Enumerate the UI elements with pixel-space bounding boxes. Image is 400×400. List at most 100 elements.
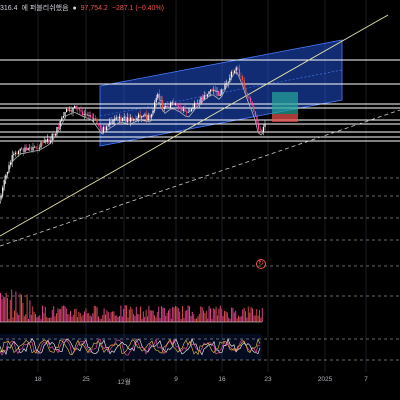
header-last-price: 97,754.2: [80, 5, 108, 12]
volume-bar: [130, 306, 132, 322]
candle-body: [166, 106, 168, 107]
replay-icon[interactable]: ↻: [256, 259, 266, 269]
volume-bar: [238, 315, 239, 322]
candle-body: [37, 148, 39, 149]
volume-bar: [217, 315, 218, 322]
volume-bar: [116, 315, 118, 322]
candle-body: [219, 94, 221, 96]
volume-bar: [240, 316, 242, 322]
candle-body: [211, 89, 213, 91]
volume-bar: [70, 311, 71, 322]
volume-bar: [221, 308, 223, 322]
volume-bar: [113, 311, 115, 322]
volume-bar: [85, 308, 87, 322]
volume-bar: [88, 313, 90, 322]
volume-bar: [40, 318, 42, 322]
trend-line-solid: [0, 14, 389, 237]
candle-body: [238, 69, 240, 77]
candle-body: [53, 133, 55, 136]
candle-body: [243, 80, 245, 89]
candle-body: [184, 109, 186, 112]
volume-bar: [109, 318, 111, 322]
candle-body: [213, 89, 215, 91]
candle-body: [86, 113, 88, 117]
volume-bar: [79, 313, 81, 322]
candle-body: [29, 147, 31, 149]
candle-body: [69, 109, 71, 111]
volume-bar: [133, 314, 134, 322]
volume-bar: [215, 306, 217, 322]
candle-body: [240, 76, 242, 78]
candle-body: [98, 123, 100, 126]
volume-bar: [1, 299, 3, 322]
volume-bar: [170, 318, 172, 322]
candle-body: [136, 117, 138, 120]
candle-body: [178, 105, 180, 107]
volume-bar: [74, 309, 76, 322]
candle-body: [114, 119, 116, 121]
volume-bar: [226, 312, 228, 322]
candle-body: [66, 109, 68, 112]
volume-bar: [25, 314, 27, 322]
candle-body: [162, 100, 164, 109]
candle-body: [200, 97, 202, 104]
candle-body: [256, 115, 258, 125]
volume-bar: [123, 308, 125, 322]
candle-body: [232, 71, 234, 73]
volume-bar: [106, 310, 108, 322]
volume-bar: [193, 314, 195, 322]
volume-bar: [250, 307, 252, 322]
volume-bar: [147, 316, 148, 322]
volume-bar: [47, 317, 49, 322]
volume-bar: [233, 312, 235, 322]
volume-bar: [236, 318, 238, 322]
candle-body: [128, 117, 130, 122]
candle-body: [158, 94, 160, 101]
volume-bar: [121, 316, 123, 322]
volume-bar: [204, 313, 206, 322]
volume-bar: [78, 311, 80, 322]
candle-body: [45, 141, 47, 143]
volume-bar: [56, 313, 57, 322]
volume-bar: [176, 306, 178, 322]
volume-bar: [231, 307, 232, 322]
volume-bar: [75, 308, 77, 322]
candle-body: [248, 96, 250, 99]
candle-body: [133, 118, 135, 120]
candle-body: [19, 148, 21, 152]
candle-body: [160, 100, 162, 101]
volume-bar: [208, 305, 210, 322]
candle-body: [109, 121, 111, 126]
volume-bar: [50, 317, 52, 322]
candle-body: [96, 118, 98, 124]
volume-bar: [72, 314, 74, 322]
volume-bar: [16, 312, 18, 322]
volume-bar: [95, 305, 97, 322]
candle-body: [102, 127, 104, 133]
candle-body: [141, 116, 143, 118]
candle-body: [21, 148, 23, 150]
volume-bar: [120, 305, 122, 322]
volume-bar: [254, 315, 256, 322]
candle-body: [138, 114, 140, 118]
volume-bar: [71, 316, 73, 322]
x-axis-label: 9: [174, 376, 178, 383]
candle-body: [147, 114, 149, 121]
x-axis-label: 12월: [117, 379, 131, 386]
candle-body: [99, 125, 101, 129]
candle-body: [90, 115, 92, 117]
volume-bar: [149, 310, 151, 322]
candle-body: [82, 111, 84, 116]
volume-bar: [4, 297, 6, 322]
candle-body: [237, 67, 239, 70]
volume-bar: [42, 305, 43, 322]
volume-bar: [11, 289, 13, 322]
candle-body: [30, 147, 32, 151]
oscillator-line: [0, 337, 261, 356]
volume-bar: [247, 306, 249, 322]
candle-body: [120, 116, 122, 121]
candle-body: [32, 147, 34, 151]
candle-body: [170, 102, 172, 108]
